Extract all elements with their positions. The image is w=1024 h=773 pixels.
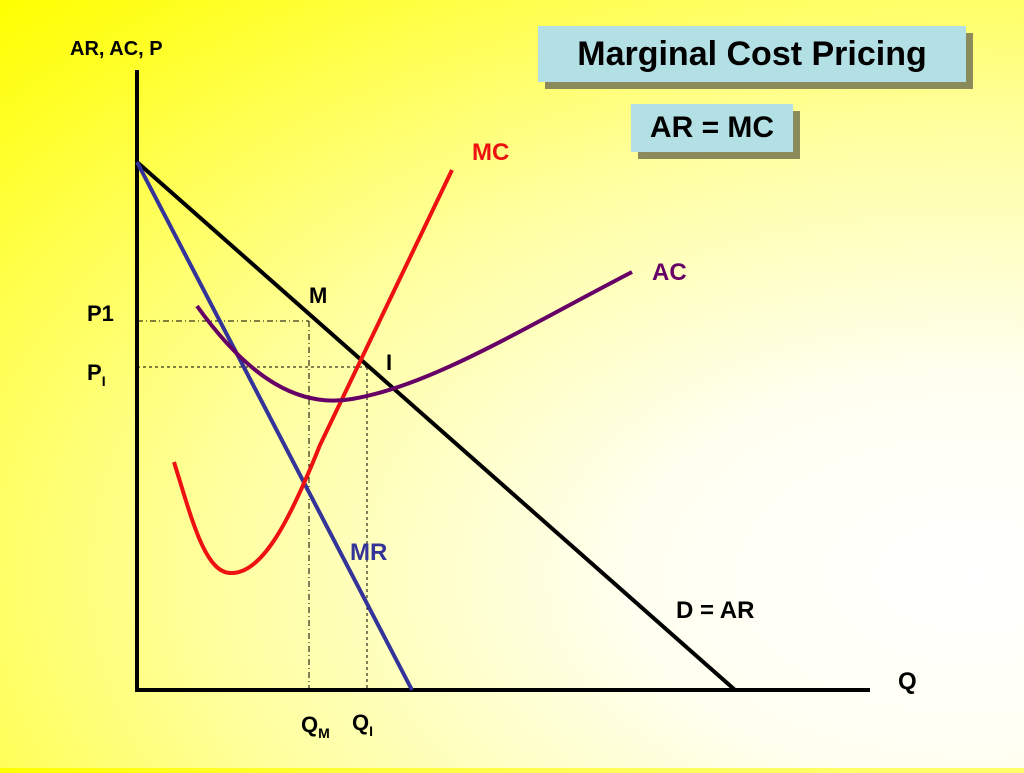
price-pi-label: PI bbox=[87, 360, 106, 389]
point-i-label: I bbox=[386, 350, 392, 375]
page-title: Marginal Cost Pricing bbox=[577, 35, 927, 73]
demand-label: D = AR bbox=[676, 597, 754, 624]
ac-label: AC bbox=[652, 259, 687, 286]
point-m-label: M bbox=[309, 283, 327, 308]
ac-curve bbox=[195, 270, 633, 403]
quantity-qi-label: QI bbox=[352, 710, 373, 739]
y-axis-label: AR, AC, P bbox=[70, 38, 163, 60]
page-subtitle: AR = MC bbox=[649, 111, 775, 144]
x-axis-label: Q bbox=[898, 668, 917, 695]
mr-curve bbox=[135, 161, 414, 691]
quantity-qm-label: QM bbox=[301, 712, 330, 741]
demand-curve bbox=[135, 160, 737, 692]
mc-label: MC bbox=[472, 139, 509, 166]
mr-label: MR bbox=[350, 539, 387, 566]
title-box: Marginal Cost Pricing bbox=[538, 26, 966, 82]
mc-curve bbox=[172, 169, 454, 576]
subtitle-box: AR = MC bbox=[631, 104, 793, 152]
price-p1-label: P1 bbox=[87, 301, 114, 326]
